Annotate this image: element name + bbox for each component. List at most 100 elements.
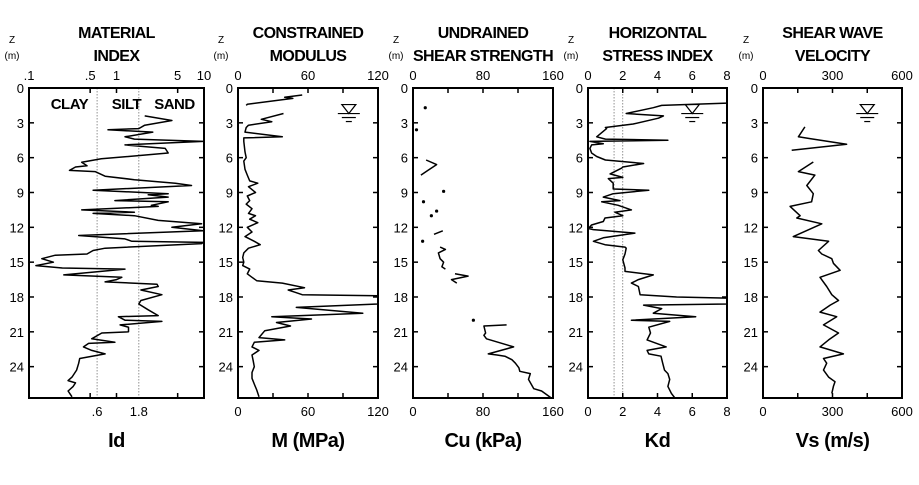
panel-title-line: MODULUS — [270, 48, 348, 65]
x-tick-label-top: .5 — [85, 68, 96, 83]
x-tick-label-bottom: .6 — [92, 404, 103, 419]
x-tick-label-bottom: 0 — [409, 404, 416, 419]
y-tick-label: 0 — [751, 81, 758, 96]
y-axis-label: Z — [568, 35, 574, 46]
x-tick-label-top: 0 — [409, 68, 416, 83]
x-axis-label: Cu (kPa) — [444, 430, 521, 452]
profile-line — [245, 94, 303, 106]
y-tick-label: 15 — [744, 255, 758, 270]
x-tick-label-bottom: 8 — [723, 404, 730, 419]
y-tick-label: 18 — [394, 290, 408, 305]
y-tick-label: 9 — [226, 185, 233, 200]
x-tick-label-bottom: 300 — [822, 404, 844, 419]
y-tick-label: 18 — [219, 290, 233, 305]
y-tick-label: 9 — [576, 185, 583, 200]
y-tick-label: 3 — [17, 116, 24, 131]
x-tick-label-bottom: 0 — [234, 404, 241, 419]
panel-title-line: INDEX — [94, 48, 141, 65]
y-tick-label: 24 — [569, 360, 583, 375]
x-tick-label-top: 300 — [822, 68, 844, 83]
soil-zone-label: CLAY — [51, 96, 89, 113]
x-axis-label: Id — [108, 430, 125, 452]
y-tick-label: 18 — [10, 290, 24, 305]
y-tick-label: 21 — [10, 325, 24, 340]
y-tick-label: 12 — [219, 220, 233, 235]
panel-title-line: MATERIAL — [78, 25, 155, 42]
y-tick-label: 12 — [10, 220, 24, 235]
x-tick-label-bottom: 120 — [367, 404, 389, 419]
profile-line — [420, 159, 438, 176]
soil-zone-label: SAND — [154, 96, 195, 113]
x-axis-label: M (MPa) — [271, 430, 344, 452]
plot-frame — [587, 87, 728, 399]
y-tick-label: 12 — [569, 220, 583, 235]
y-tick-label: 21 — [394, 325, 408, 340]
x-tick-label-top: 5 — [174, 68, 181, 83]
y-tick-label: 9 — [17, 185, 24, 200]
profile-line — [437, 246, 447, 270]
x-tick-label-bottom: 160 — [542, 404, 564, 419]
soil-zone-label: SILT — [112, 96, 142, 113]
y-tick-label: 3 — [751, 116, 758, 131]
y-tick-label: 3 — [401, 116, 408, 131]
y-tick-label: 24 — [10, 360, 24, 375]
water-table-triangle — [340, 103, 358, 115]
y-tick-label: 12 — [744, 220, 758, 235]
x-tick-label-bottom: 4 — [654, 404, 661, 419]
y-tick-label: 18 — [744, 290, 758, 305]
x-axis-label: Vs (m/s) — [796, 430, 870, 452]
x-tick-label-bottom: 1.8 — [130, 404, 148, 419]
y-tick-label: 15 — [10, 255, 24, 270]
water-table-icon — [856, 103, 879, 123]
x-tick-label-top: 120 — [367, 68, 389, 83]
panel-title-line: UNDRAINED — [438, 25, 529, 42]
x-tick-label-top: 1 — [113, 68, 120, 83]
panel-title-line: VELOCITY — [795, 48, 871, 65]
profile-line — [791, 126, 848, 151]
y-tick-label: 15 — [569, 255, 583, 270]
x-tick-label-top: 60 — [301, 68, 315, 83]
x-tick-label-top: 80 — [476, 68, 490, 83]
y-tick-label: 3 — [576, 116, 583, 131]
water-table-triangle — [684, 103, 701, 115]
data-point — [414, 128, 419, 132]
x-tick-label-bottom: 600 — [891, 404, 913, 419]
profile-line — [433, 230, 444, 235]
y-tick-label: 9 — [751, 185, 758, 200]
panel-cu: UNDRAINED SHEAR STRENGTH Z (m) 0 3 6 9 12 15 18 21 2… — [389, 25, 564, 452]
y-tick-label: 6 — [226, 151, 233, 166]
data-point — [421, 239, 425, 243]
y-tick-label: 15 — [394, 255, 408, 270]
data-point — [435, 209, 439, 213]
y-tick-label: 6 — [576, 151, 583, 166]
y-tick-label: 21 — [569, 325, 583, 340]
panel-title-line: HORIZONTAL — [609, 25, 708, 42]
panel-title-line: STRESS INDEX — [602, 48, 713, 65]
y-tick-label: 0 — [576, 81, 583, 96]
y-tick-label: 15 — [219, 255, 233, 270]
y-tick-label: 0 — [226, 81, 233, 96]
profile-line — [35, 115, 204, 398]
y-axis-unit: (m) — [5, 51, 20, 62]
data-point — [471, 318, 475, 322]
y-axis-unit: (m) — [389, 51, 404, 62]
x-tick-label-top: 6 — [689, 68, 696, 83]
y-axis-label: Z — [393, 35, 399, 46]
y-tick-label: 6 — [751, 151, 758, 166]
x-axis-label: Kd — [645, 430, 671, 452]
y-tick-label: 9 — [401, 185, 408, 200]
data-point — [421, 200, 426, 204]
y-axis-label: Z — [218, 35, 224, 46]
profile-line — [789, 161, 845, 394]
plot-frame — [28, 87, 205, 399]
y-axis-label: Z — [743, 35, 749, 46]
y-tick-label: 24 — [394, 360, 408, 375]
plot-frame — [412, 87, 554, 399]
y-tick-label: 21 — [744, 325, 758, 340]
panel-title-line: SHEAR WAVE — [782, 25, 883, 42]
x-tick-label-top: 8 — [723, 68, 730, 83]
x-tick-label-top: 10 — [197, 68, 211, 83]
